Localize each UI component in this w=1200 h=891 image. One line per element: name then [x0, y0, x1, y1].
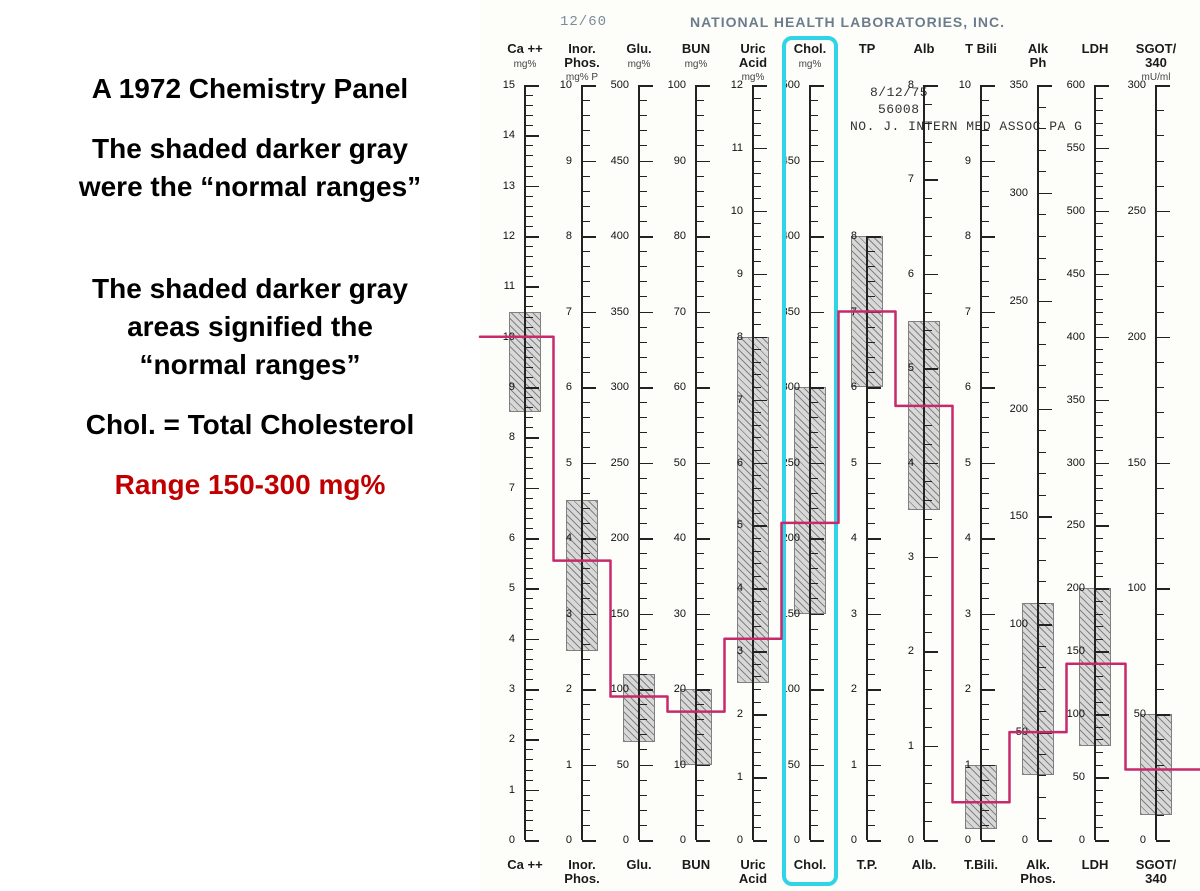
column-label-top-bun: BUNmg%: [682, 42, 710, 70]
header-code: 12/60: [560, 14, 607, 30]
chol-range-line: Range 150-300 mg%: [20, 466, 480, 504]
axis-alkp: [1037, 85, 1039, 840]
text-line: The shaded darker gray: [20, 130, 480, 168]
column-label-bottom-ca: Ca ++: [507, 858, 542, 883]
column-label-top-glu: Glu.mg%: [626, 42, 651, 70]
column-label-top-ldh: LDH: [1082, 42, 1109, 56]
patient-result-line: [480, 0, 1200, 891]
column-label-top-uric: UricAcidmg%: [739, 42, 767, 84]
title-line: A 1972 Chemistry Panel: [20, 70, 480, 108]
column-label-bottom-tbili: T.Bili.: [964, 858, 998, 883]
column-label-top-alkp: AlkPh: [1028, 42, 1048, 69]
text-line: The shaded darker gray: [20, 270, 480, 308]
column-label-top-sgot: SGOT/340mU/ml: [1136, 42, 1176, 84]
column-label-bottom-sgot: SGOT/340: [1136, 858, 1176, 883]
chol-definition: Chol. = Total Cholesterol: [20, 406, 480, 444]
column-label-bottom-tp: T.P.: [857, 858, 878, 883]
text-line: areas signified the: [20, 308, 480, 346]
column-label-top-tp: TP: [859, 42, 876, 56]
column-label-bottom-bun: BUN: [682, 858, 710, 883]
column-label-bottom-alkp: Alk.Phos.: [1020, 858, 1055, 883]
typewriter-num: 56008: [878, 102, 920, 117]
lab-name: NATIONAL HEALTH LABORATORIES, INC.: [690, 14, 1005, 30]
column-label-bottom-uric: UricAcid: [739, 858, 767, 883]
column-label-bottom-inor: Inor.Phos.: [564, 858, 599, 883]
column-label-top-tbili: T Bili: [965, 42, 997, 56]
column-label-top-chol: Chol.mg%: [794, 42, 827, 70]
typewriter-note: NO. J. INTERN MED ASSOC PA G: [850, 119, 1082, 134]
column-label-top-ca: Ca ++mg%: [507, 42, 542, 70]
text-line: “normal ranges”: [20, 346, 480, 384]
axis-ca: [524, 85, 526, 840]
column-label-bottom-chol: Chol.: [794, 858, 827, 883]
typewriter-date: 8/12/75: [870, 85, 928, 100]
column-label-bottom-alb: Alb.: [912, 858, 937, 883]
column-label-top-inor: Inor.Phos.mg% P: [564, 42, 599, 84]
text-line: were the “normal ranges”: [20, 168, 480, 206]
left-explainer-panel: A 1972 Chemistry Panel The shaded darker…: [20, 70, 480, 503]
column-label-bottom-ldh: LDH: [1082, 858, 1109, 883]
chemistry-panel-chart: 12/60 NATIONAL HEALTH LABORATORIES, INC.…: [480, 0, 1200, 891]
column-label-top-alb: Alb: [914, 42, 935, 56]
column-label-bottom-glu: Glu.: [626, 858, 651, 883]
